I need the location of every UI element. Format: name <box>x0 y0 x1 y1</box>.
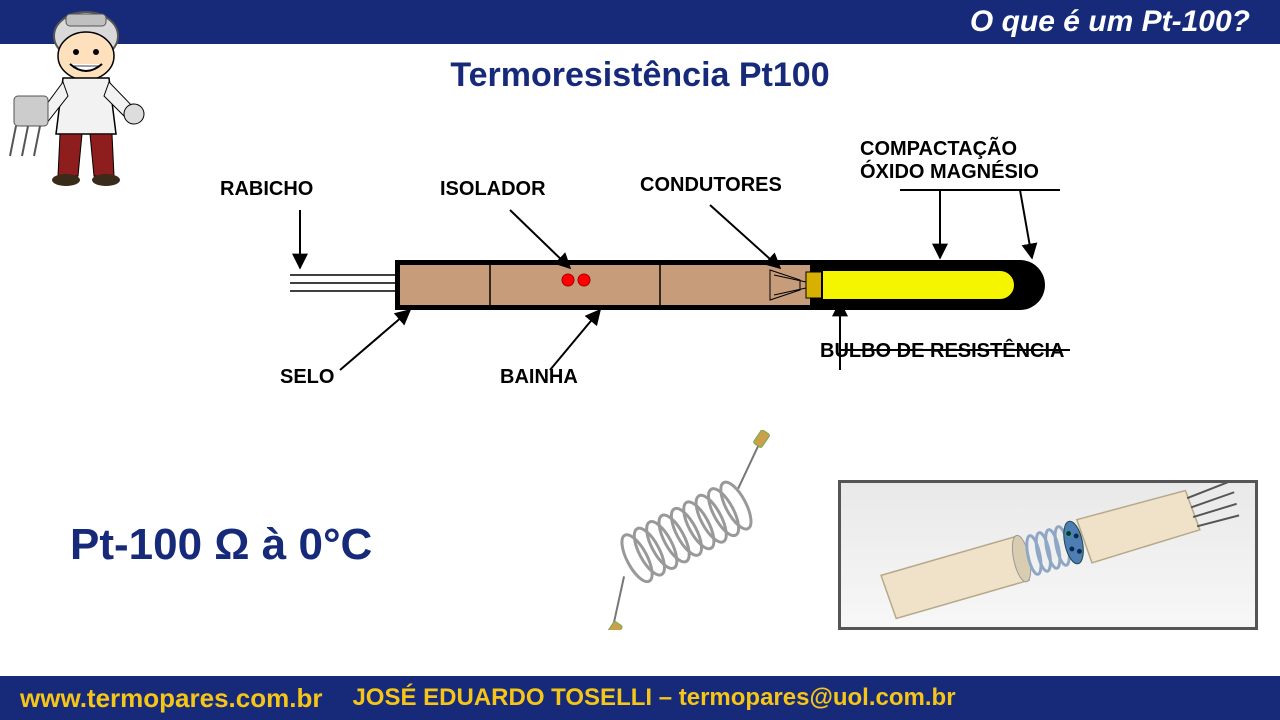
label-isolador: ISOLADOR <box>440 178 546 201</box>
label-bulbo: BULBO DE RESISTÊNCIA <box>820 340 1064 363</box>
label-compactacao: COMPACTAÇÃO ÓXIDO MAGNÉSIO <box>860 138 1080 184</box>
label-rabicho: RABICHO <box>220 178 313 201</box>
label-bainha: BAINHA <box>500 366 578 389</box>
header-title: O que é um Pt-100? <box>970 5 1250 39</box>
detail-inset <box>838 480 1258 630</box>
pt100-diagram: RABICHO SELO ISOLADOR BAINHA CONDUTORES … <box>200 150 1080 410</box>
label-selo: SELO <box>280 366 334 389</box>
main-title: Termoresistência Pt100 <box>0 56 1280 95</box>
footer-bar: www.termopares.com.br JOSÉ EDUARDO TOSEL… <box>0 676 1280 720</box>
footer-url: www.termopares.com.br <box>20 683 322 714</box>
header-bar: O que é um Pt-100? <box>0 0 1280 44</box>
mascot-character <box>8 6 158 186</box>
formula-text: Pt-100 Ω à 0°C <box>70 520 372 570</box>
resistance-coil-illustration <box>560 430 820 630</box>
footer-author: JOSÉ EDUARDO TOSELLI – termopares@uol.co… <box>352 684 955 712</box>
label-condutores: CONDUTORES <box>640 174 782 197</box>
